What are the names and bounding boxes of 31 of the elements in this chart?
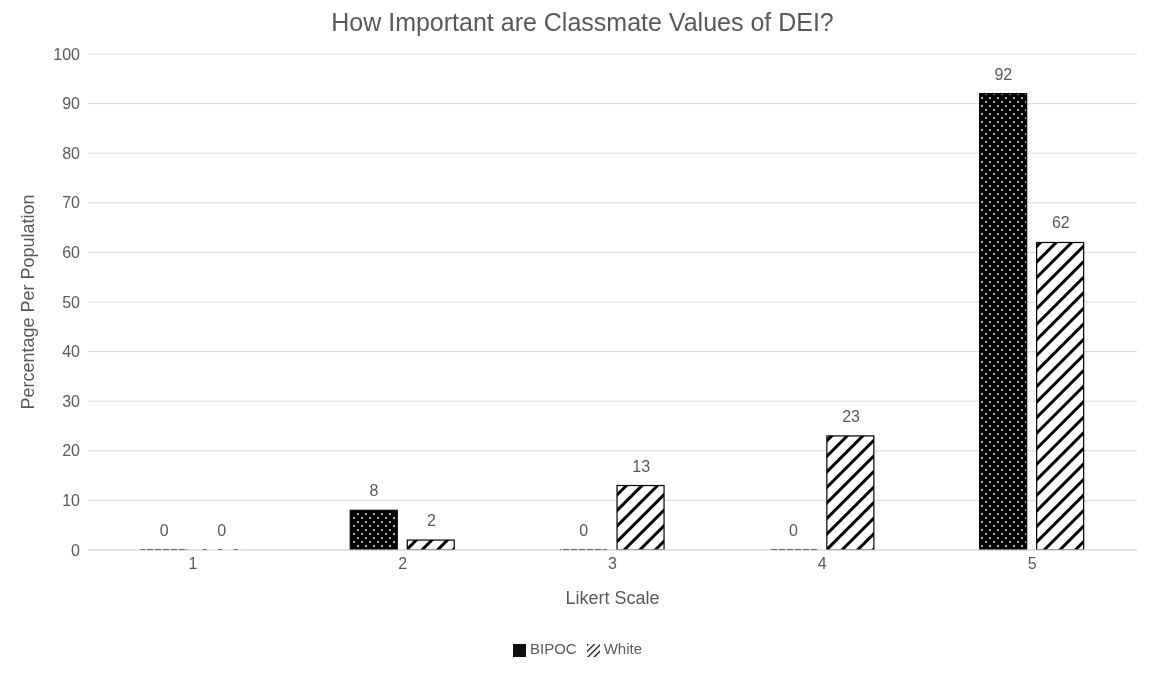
y-tick-label: 70 [62, 194, 81, 212]
data-label: 0 [217, 522, 227, 539]
x-axis-title: Likert Scale [565, 588, 660, 608]
data-label: 0 [159, 522, 169, 539]
y-tick-label: 30 [62, 392, 81, 410]
y-tick-label: 60 [62, 244, 81, 262]
y-tick-label: 90 [62, 95, 81, 113]
data-label: 92 [994, 65, 1013, 83]
x-tick-label: 5 [1027, 555, 1037, 573]
y-tick-label: 100 [53, 45, 81, 63]
y-tick-label: 50 [62, 293, 81, 311]
y-tick-label: 40 [62, 343, 81, 361]
data-label: 13 [632, 457, 651, 475]
x-tick-label: 1 [188, 555, 198, 573]
data-label: 0 [789, 522, 799, 539]
x-tick-label: 4 [817, 555, 827, 573]
x-tick-label: 3 [608, 555, 618, 573]
y-tick-label: 20 [62, 442, 81, 460]
data-label: 2 [426, 512, 436, 530]
data-label: 0 [579, 522, 589, 539]
x-tick-label: 2 [398, 555, 408, 573]
chart-title: How Important are Classmate Values of DEI? [330, 8, 835, 38]
y-axis-title: Percentage Per Population [18, 194, 39, 410]
y-tick-label: 10 [62, 492, 81, 510]
legend-label: BIPOC [529, 640, 577, 657]
y-tick-label: 80 [62, 144, 81, 162]
data-label: 8 [369, 482, 379, 500]
legend-label: White [603, 640, 643, 657]
data-label: 23 [842, 407, 861, 425]
data-label: 62 [1051, 214, 1070, 232]
y-tick-label: 0 [71, 541, 81, 559]
